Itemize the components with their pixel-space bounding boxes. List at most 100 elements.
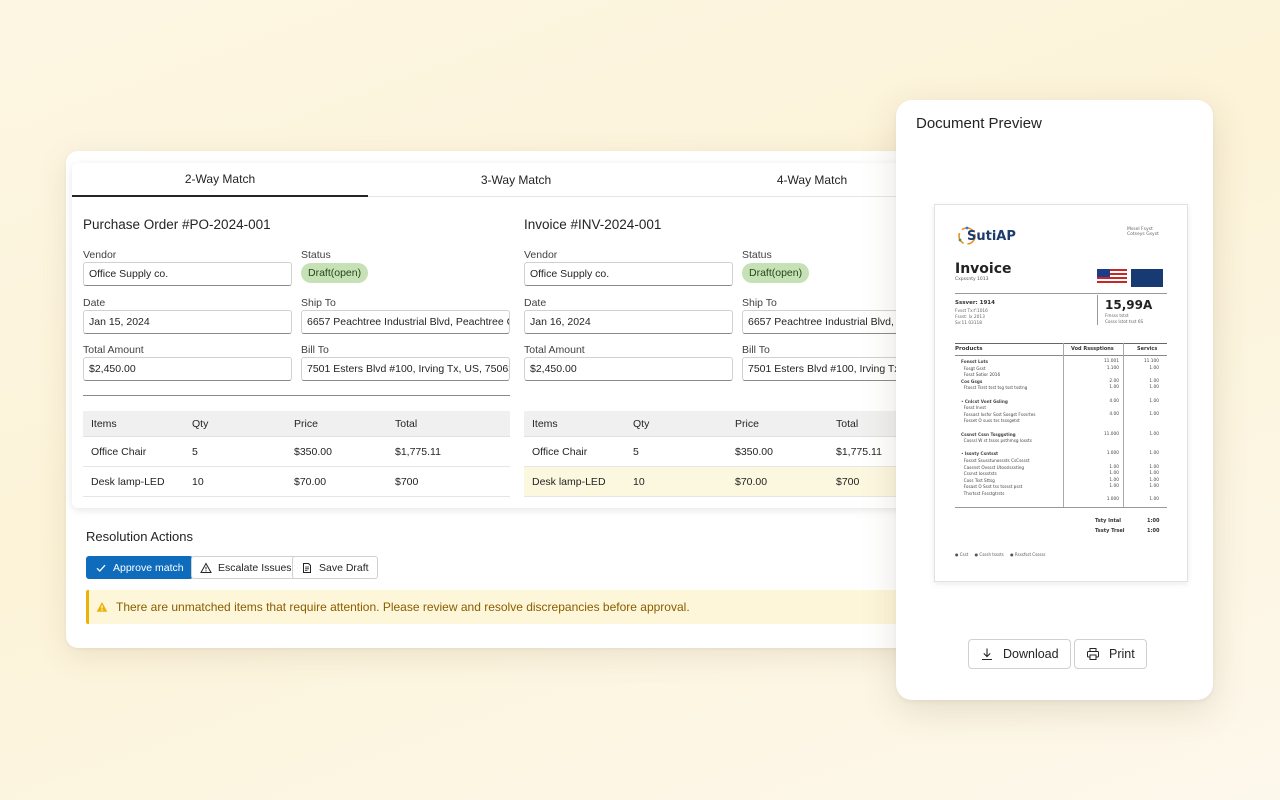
vendor-field[interactable]: Office Supply co. <box>524 262 733 286</box>
table-header: Items Qty Price Total <box>524 411 926 437</box>
match-card: 2-Way Match 3-Way Match 4-Way Match Purc… <box>66 151 926 648</box>
bill-to-field[interactable]: 7501 Esters Blvd #100, Irving Tx, US, 75… <box>742 357 926 381</box>
download-button[interactable]: Download <box>968 639 1071 669</box>
item-total: $700 <box>836 475 860 488</box>
table-row[interactable]: Office Chair 5 $350.00 $1,775.11 <box>524 437 926 467</box>
save-draft-button[interactable]: Save Draft <box>292 556 378 579</box>
document-line-items: Fonsst Lots Fosgt Gsst Fosst Sotior 2016… <box>961 359 1036 496</box>
print-label: Print <box>1109 647 1135 661</box>
item-name: Office Chair <box>532 445 588 458</box>
status-label: Status <box>301 249 331 261</box>
document-rule <box>1123 343 1124 507</box>
invoice-document-image[interactable]: SutiAP Mssel Fsyst Cotseys Gsyst Invoice … <box>934 204 1188 582</box>
item-total: $1,775.11 <box>836 445 882 458</box>
date-label: Date <box>83 297 106 309</box>
approve-match-label: Approve match <box>113 561 184 574</box>
document-total-label: Tsty Intal <box>1095 518 1122 524</box>
resolution-actions-title: Resolution Actions <box>86 529 193 544</box>
match-panel: 2-Way Match 3-Way Match 4-Way Match Purc… <box>72 163 926 508</box>
bill-to-label: Bill To <box>301 344 329 356</box>
tab-2-way-match[interactable]: 2-Way Match <box>72 163 368 197</box>
document-meta: Mssel Fsyst Cotseys Gsyst <box>1127 227 1159 237</box>
document-rule <box>955 507 1167 508</box>
date-field[interactable]: Jan 15, 2024 <box>83 310 292 334</box>
document-footer: ● Csst ● Csssh tsssts ● Rsssfsst Csssss <box>955 552 1046 557</box>
vendor-label: Vendor <box>83 249 117 261</box>
date-field[interactable]: Jan 16, 2024 <box>524 310 733 334</box>
document-field: Sssver: 1914 <box>955 300 995 306</box>
item-name: Desk lamp-LED <box>532 475 606 488</box>
escalate-issues-label: Escalate Issues <box>218 561 292 574</box>
document-amount-note: Fmsss tstst Cosss lstot tsst 6S <box>1105 313 1144 324</box>
column-header-total: Total <box>836 417 859 430</box>
escalate-issues-button[interactable]: Escalate Issues <box>191 556 301 579</box>
printer-icon <box>1087 648 1099 660</box>
document-amount: 15,99A <box>1105 298 1153 312</box>
item-qty: 5 <box>633 445 639 458</box>
total-amount-field[interactable]: $2,450.00 <box>524 357 733 381</box>
document-total-value: 1:00 <box>1147 518 1160 524</box>
table-header: Items Qty Price Total <box>83 411 510 437</box>
document-col-products: Products <box>955 346 983 352</box>
item-total: $1,775.11 <box>395 445 441 458</box>
total-amount-field[interactable]: $2,450.00 <box>83 357 292 381</box>
unmatched-items-warning: There are unmatched items that require a… <box>86 590 926 624</box>
document-service-values: 11.100 1.00 1.00 1.00 1.00 1.00 1.00 1.00 1.00 1.… <box>1143 359 1159 503</box>
item-name: Office Chair <box>91 445 147 458</box>
total-amount-label: Total Amount <box>524 344 585 356</box>
purchase-order-section: Purchase Order #PO-2024-001 Vendor Offic… <box>83 217 510 497</box>
document-desc-values: 11.001 1.100 2.00 1.00 4.00 4.00 11.000 1.000 1.… <box>1103 359 1119 503</box>
item-price: $350.00 <box>735 445 773 458</box>
item-name: Desk lamp-LED <box>91 475 165 488</box>
column-header-items: Items <box>91 417 117 430</box>
ship-to-label: Ship To <box>301 297 336 309</box>
print-button[interactable]: Print <box>1074 639 1147 669</box>
warning-icon <box>200 561 212 573</box>
purchase-order-title: Purchase Order #PO-2024-001 <box>83 217 271 232</box>
document-rule <box>1063 343 1064 507</box>
vendor-field[interactable]: Office Supply co. <box>83 262 292 286</box>
table-row-mismatch[interactable]: Desk lamp-LED 10 $70.00 $700 <box>524 467 926 497</box>
document-col-descriptions: Vod Rsssptions <box>1071 346 1114 352</box>
document-preview-title: Document Preview <box>916 115 1042 132</box>
table-row[interactable]: Office Chair 5 $350.00 $1,775.11 <box>83 437 510 467</box>
item-qty: 10 <box>192 475 204 488</box>
bill-to-label: Bill To <box>742 344 770 356</box>
ship-to-label: Ship To <box>742 297 777 309</box>
column-header-qty: Qty <box>192 417 209 430</box>
column-header-price: Price <box>735 417 759 430</box>
ship-to-field[interactable]: 6657 Peachtree Industrial Blvd, Peachtre… <box>301 310 510 334</box>
match-tabs: 2-Way Match 3-Way Match 4-Way Match <box>72 163 926 197</box>
section-divider <box>83 395 510 396</box>
status-label: Status <box>742 249 772 261</box>
column-header-price: Price <box>294 417 318 430</box>
document-heading: Invoice <box>955 261 1012 277</box>
checkmark-icon <box>96 564 106 572</box>
sutiap-logo-icon <box>958 226 976 245</box>
document-rule <box>1097 295 1098 325</box>
item-price: $350.00 <box>294 445 332 458</box>
document-col-services: Servics <box>1137 346 1158 352</box>
item-total: $700 <box>395 475 419 488</box>
invoice-title: Invoice #INV-2024-001 <box>524 217 662 232</box>
table-row[interactable]: Desk lamp-LED 10 $70.00 $700 <box>83 467 510 497</box>
document-preview-panel: Document Preview SutiAP Mssel Fsyst Cotse… <box>896 100 1213 700</box>
ship-to-field[interactable]: 6657 Peachtree Industrial Blvd, Peachtre… <box>742 310 926 334</box>
status-badge: Draft(open) <box>301 263 369 283</box>
document-logo-text: SutiAP <box>967 229 1016 244</box>
status-badge: Draft(open) <box>742 263 810 283</box>
approve-match-button[interactable]: Approve match <box>86 556 193 579</box>
vendor-label: Vendor <box>524 249 558 261</box>
warning-icon <box>96 602 108 612</box>
document-total-value: 1:00 <box>1147 528 1160 534</box>
document-subheading: Cxpssnty 1013 <box>955 277 989 282</box>
tab-4-way-match[interactable]: 4-Way Match <box>776 173 848 187</box>
document-rule <box>955 343 1167 344</box>
bill-to-field[interactable]: 7501 Esters Blvd #100, Irving Tx, US, 75… <box>301 357 510 381</box>
tab-3-way-match[interactable]: 3-Way Match <box>480 173 552 187</box>
document-field-text: Fvsst Tx:f:1016 Fssst: Ix 2013 Sv:11 03118 <box>955 309 988 326</box>
invoice-section: Invoice #INV-2024-001 Vendor Office Supp… <box>524 217 926 497</box>
item-price: $70.00 <box>294 475 327 488</box>
column-header-items: Items <box>532 417 558 430</box>
item-qty: 10 <box>633 475 645 488</box>
